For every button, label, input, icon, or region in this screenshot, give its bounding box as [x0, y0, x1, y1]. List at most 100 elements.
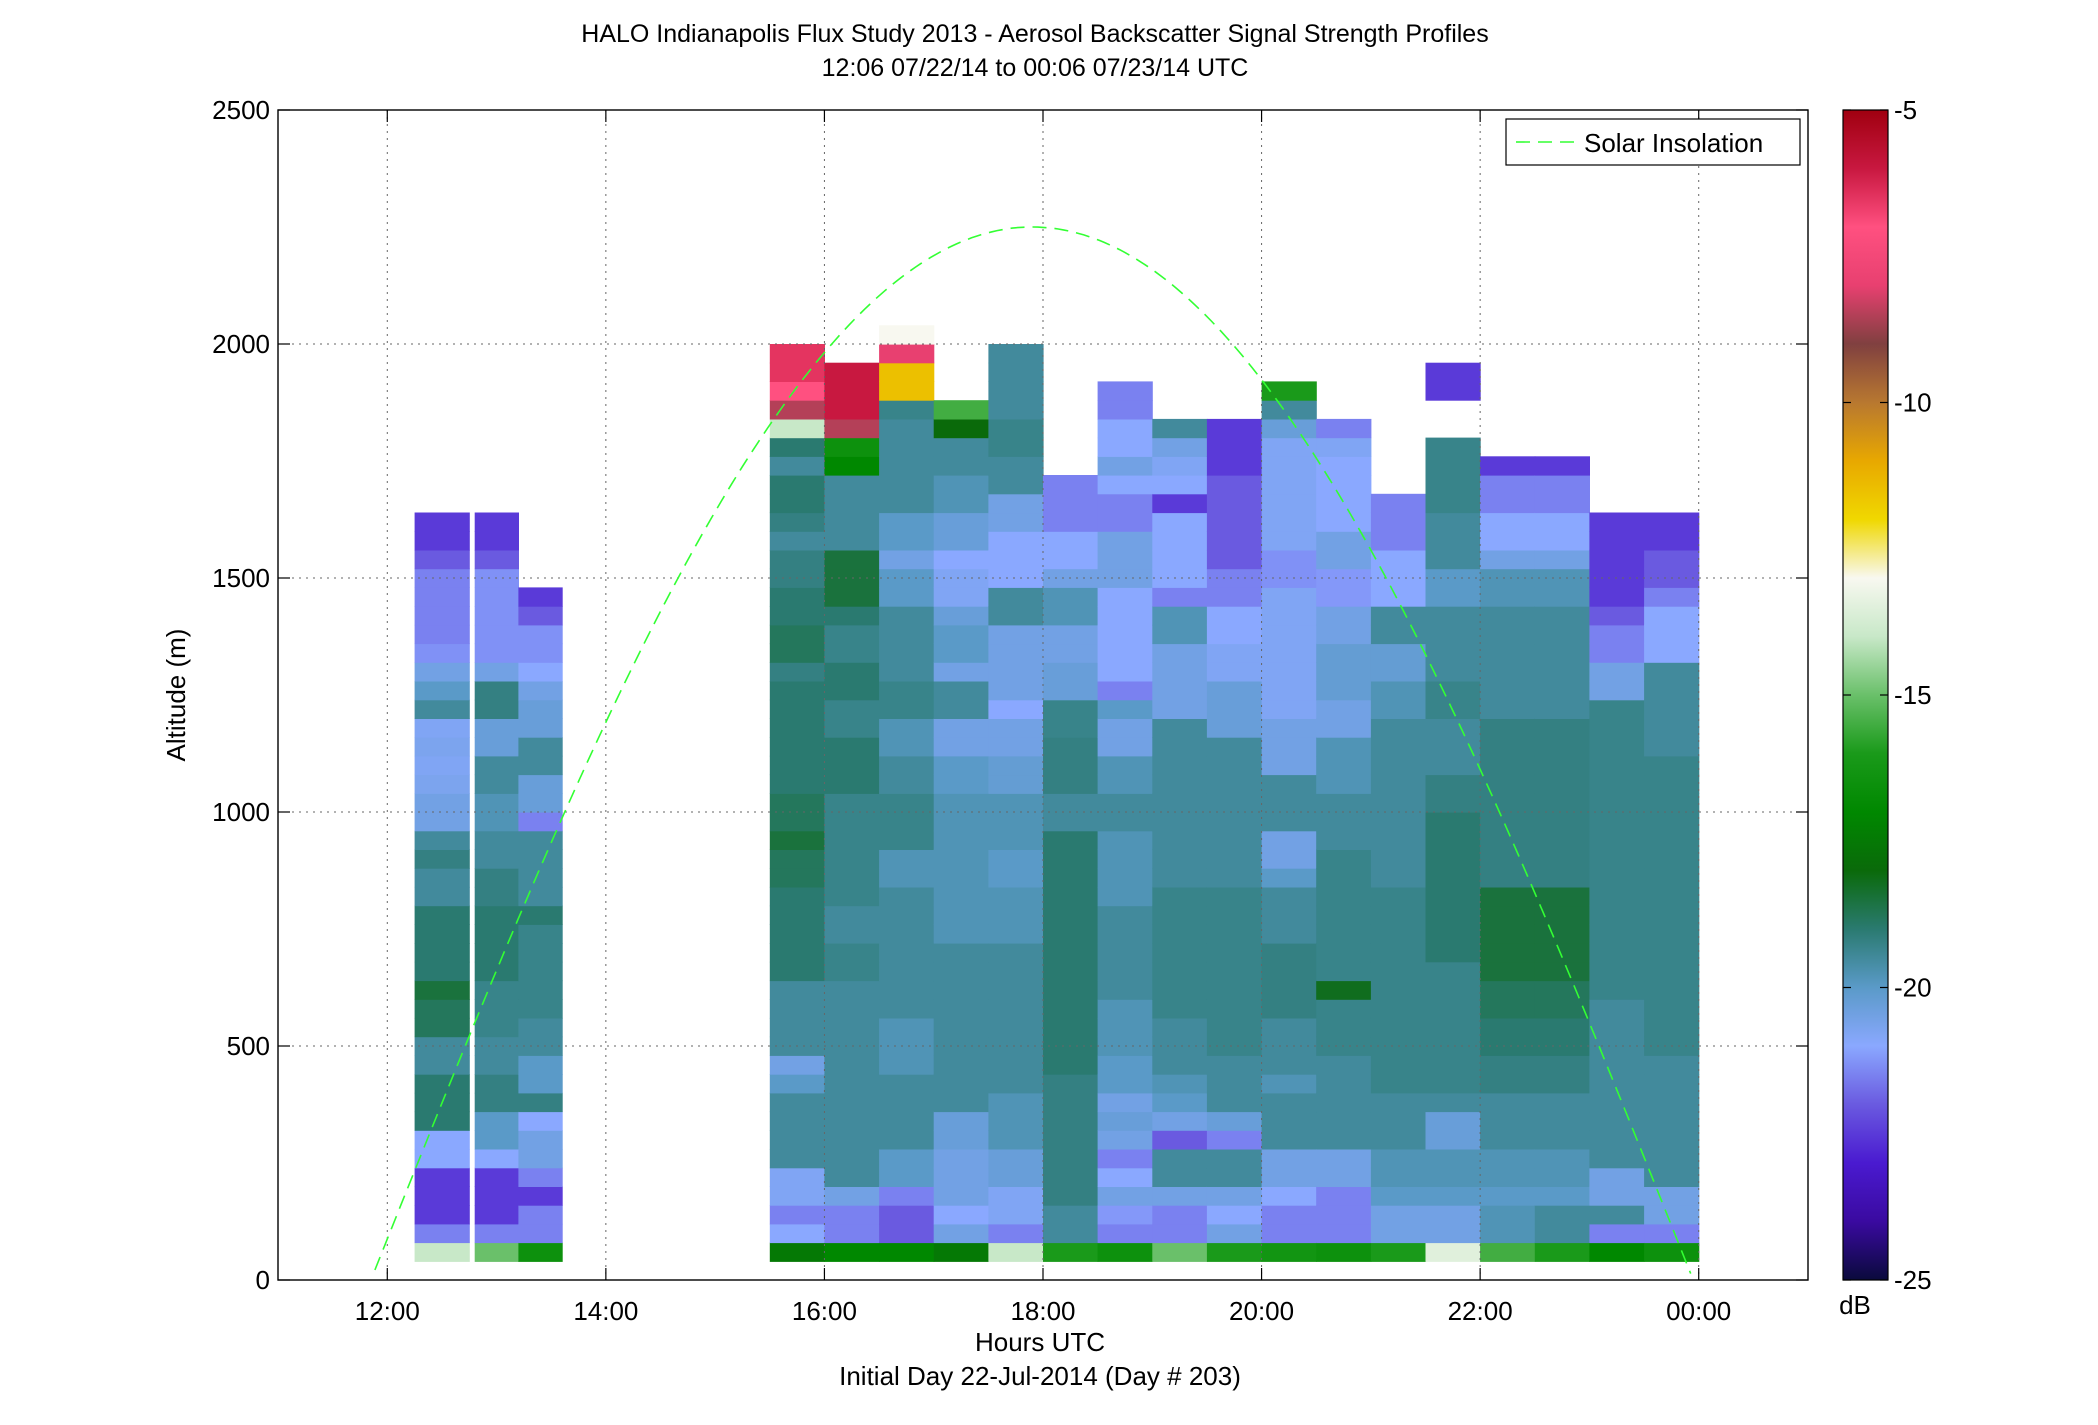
heatmap-cell — [879, 493, 935, 514]
heatmap-cell — [824, 1242, 880, 1262]
heatmap-cell — [824, 868, 880, 888]
heatmap-cell — [1206, 418, 1263, 439]
heatmap-cell — [769, 662, 825, 682]
heatmap-cell — [1261, 961, 1317, 982]
heatmap-cell — [1043, 1130, 1099, 1150]
heatmap-cell — [1644, 905, 1700, 925]
heatmap-cell — [1370, 774, 1427, 794]
heatmap-cell — [769, 493, 825, 514]
heatmap-cell — [824, 1074, 880, 1094]
heatmap-cell — [769, 961, 825, 982]
y-tick-label: 1500 — [212, 563, 270, 593]
heatmap-cell — [933, 1111, 989, 1131]
heatmap-cell — [1589, 1205, 1645, 1225]
heatmap-cell — [474, 849, 519, 869]
heatmap-cell — [1370, 999, 1427, 1019]
heatmap-cell — [1534, 755, 1590, 776]
heatmap-cell — [1589, 1074, 1645, 1094]
heatmap-cell — [769, 643, 825, 663]
heatmap-cell — [1316, 437, 1372, 457]
heatmap-cell — [1644, 980, 1700, 1000]
heatmap-cell — [1534, 549, 1590, 570]
heatmap-cell — [933, 868, 989, 888]
heatmap-cell — [1644, 587, 1700, 607]
heatmap-cell — [879, 1205, 935, 1225]
heatmap-cell — [1589, 1092, 1645, 1113]
heatmap-cell — [988, 1167, 1044, 1187]
heatmap-cell — [1152, 755, 1208, 776]
heatmap-cell — [518, 961, 563, 982]
heatmap-cell — [824, 549, 880, 570]
x-axis-ticks: 12:00 14:00 16:00 18:00 20:00 22:00 00:00 — [355, 110, 1731, 1326]
heatmap-cell — [1370, 662, 1427, 682]
heatmap-cell — [824, 662, 880, 682]
heatmap-cell — [1316, 1242, 1372, 1262]
heatmap-cell — [1152, 737, 1208, 757]
heatmap-cell — [1425, 830, 1481, 850]
heatmap-cell — [1261, 437, 1317, 457]
heatmap-cell — [1316, 1223, 1372, 1244]
heatmap-cell — [1043, 755, 1099, 776]
colorbar: -5 -10 -15 -20 -25 dB — [1839, 95, 1931, 1320]
heatmap-cell — [518, 587, 563, 607]
heatmap-cell — [1206, 886, 1263, 907]
heatmap-cell — [769, 1205, 825, 1225]
heatmap-cell — [933, 1130, 989, 1150]
heatmap-cell — [1644, 1167, 1700, 1187]
heatmap-cell — [1534, 1242, 1590, 1262]
heatmap-cell — [988, 1092, 1044, 1113]
heatmap-cell — [1152, 1149, 1208, 1169]
heatmap-cell — [824, 1111, 880, 1131]
heatmap-cell — [769, 1149, 825, 1169]
heatmap-cell — [1644, 830, 1700, 850]
heatmap-cell — [414, 531, 470, 551]
heatmap-cell — [1206, 1242, 1263, 1262]
heatmap-cell — [1425, 905, 1481, 925]
heatmap-cell — [414, 812, 470, 832]
heatmap-cell — [1261, 924, 1317, 944]
heatmap-cell — [1480, 905, 1536, 925]
heatmap-cell — [933, 1242, 989, 1262]
heatmap-cell — [1644, 812, 1700, 832]
heatmap-cell — [1480, 793, 1536, 813]
heatmap-cell — [1644, 1111, 1700, 1131]
heatmap-cell — [1206, 456, 1263, 476]
colorbar-tick-label: -5 — [1894, 95, 1917, 125]
heatmap-cell — [1644, 718, 1700, 738]
heatmap-cell — [474, 886, 519, 907]
heatmap-cell — [988, 924, 1044, 944]
colorbar-unit-label: dB — [1839, 1290, 1871, 1320]
heatmap-cell — [414, 924, 470, 944]
heatmap-cell — [988, 456, 1044, 476]
heatmap-cell — [1425, 587, 1481, 607]
heatmap-cell — [1097, 737, 1153, 757]
heatmap-cell — [988, 1223, 1044, 1244]
heatmap-cell — [988, 643, 1044, 663]
heatmap-cell — [1316, 662, 1372, 682]
heatmap-cell — [1589, 774, 1645, 794]
heatmap-cell — [1644, 1223, 1700, 1244]
heatmap-cell — [824, 699, 880, 719]
heatmap-cell — [879, 512, 935, 532]
heatmap-cell — [1206, 943, 1263, 963]
heatmap-cell — [1206, 1149, 1263, 1169]
heatmap-cell — [1644, 643, 1700, 663]
heatmap-cell — [1370, 699, 1427, 719]
heatmap-cell — [1425, 924, 1481, 944]
heatmap-cell — [988, 681, 1044, 701]
heatmap-cell — [414, 1111, 470, 1131]
heatmap-cell — [1644, 681, 1700, 701]
heatmap-cell — [1261, 531, 1317, 551]
heatmap-cell — [518, 1130, 563, 1150]
heatmap-cell — [1206, 512, 1263, 532]
heatmap-cell — [1261, 512, 1317, 532]
heatmap-cell — [1152, 662, 1208, 682]
heatmap-cell — [1589, 699, 1645, 719]
heatmap-cell — [933, 886, 989, 907]
heatmap-cell — [1043, 812, 1099, 832]
heatmap-cell — [1097, 905, 1153, 925]
heatmap-cell — [1316, 1074, 1372, 1094]
chart-subtitle: 12:06 07/22/14 to 00:06 07/23/14 UTC — [822, 54, 1249, 82]
heatmap-cell — [1534, 568, 1590, 588]
heatmap-cell — [879, 718, 935, 738]
